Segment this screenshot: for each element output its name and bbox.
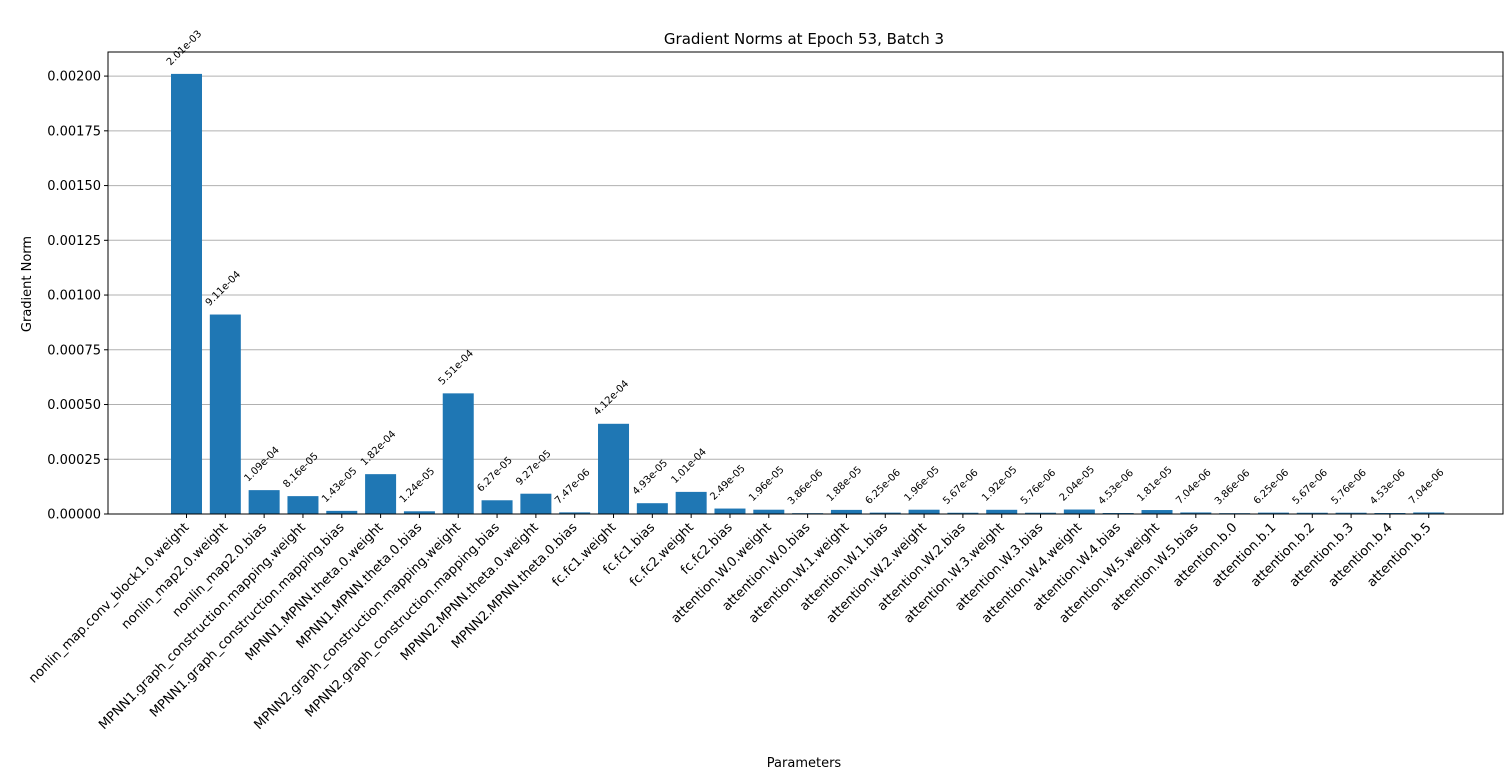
bar [520,493,552,514]
bar [365,474,397,514]
bar [559,512,591,514]
bar [1180,512,1212,514]
chart-title: Gradient Norms at Epoch 53, Batch 3 [664,30,944,48]
y-axis-ticks: 0.00000 0.00025 0.00050 0.00075 0.00100 0.001… [47,70,108,523]
bar [1257,512,1289,514]
bar [675,491,707,514]
bar [481,500,513,514]
bar [753,509,785,514]
bar [1063,509,1095,514]
bar [986,509,1018,514]
bar [869,512,901,514]
bar [908,509,940,514]
y-tick-label: 0.00200 [47,70,101,85]
y-tick-label: 0.00150 [47,179,101,194]
bar [287,496,319,514]
bar [714,508,746,514]
bar [248,490,280,514]
y-tick-label: 0.00125 [47,234,101,249]
y-tick-label: 0.00050 [47,398,101,413]
bar [830,509,862,514]
bar [636,503,668,514]
bar [171,73,202,514]
bar [1141,510,1173,514]
bar [442,393,474,514]
bar [403,511,435,514]
bar [1413,512,1445,514]
y-tick-label: 0.00025 [47,453,101,468]
bar [598,423,630,514]
bar [209,314,241,514]
bar [1296,512,1328,514]
y-tick-label: 0.00100 [47,289,101,304]
y-tick-label: 0.00175 [47,124,101,139]
plot-area-frame [107,51,1504,515]
bar [947,512,979,514]
bars [171,73,1445,514]
y-tick-label: 0.00075 [47,343,101,358]
bar [1025,512,1057,514]
y-tick-label: 0.00000 [47,508,101,523]
bar [1335,512,1367,514]
x-axis-title: Parameters [767,756,842,771]
y-axis-title: Gradient Norm [20,236,35,332]
bar [326,510,358,514]
